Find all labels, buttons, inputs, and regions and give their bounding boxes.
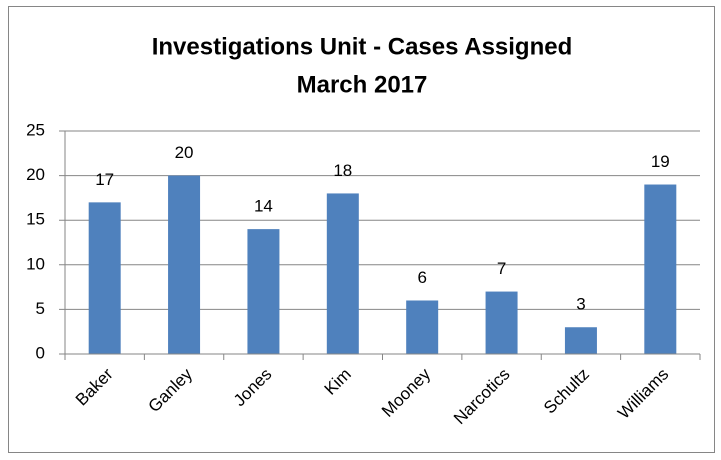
data-label: 20 xyxy=(175,143,194,162)
y-tick-label: 5 xyxy=(36,299,45,318)
y-tick-label: 25 xyxy=(26,120,45,139)
bar xyxy=(485,291,518,354)
data-label: 18 xyxy=(333,161,352,180)
bar xyxy=(168,175,201,354)
bar xyxy=(564,327,597,354)
chart-subtitle: March 2017 xyxy=(297,71,428,98)
bar xyxy=(247,229,280,354)
data-label: 6 xyxy=(417,268,426,287)
y-tick-label: 0 xyxy=(36,343,45,362)
chart-border xyxy=(8,6,715,453)
chart-title: Investigations Unit - Cases Assigned xyxy=(152,33,573,60)
y-tick-label: 10 xyxy=(26,254,45,273)
data-label: 7 xyxy=(497,259,506,278)
data-label: 17 xyxy=(95,170,114,189)
bar xyxy=(406,300,439,354)
bar xyxy=(88,202,121,354)
data-label: 14 xyxy=(254,197,273,216)
data-label: 3 xyxy=(576,295,585,314)
y-tick-label: 20 xyxy=(26,165,45,184)
data-label: 19 xyxy=(651,152,670,171)
bar xyxy=(326,193,359,354)
y-tick-label: 15 xyxy=(26,210,45,229)
bar xyxy=(644,184,677,354)
